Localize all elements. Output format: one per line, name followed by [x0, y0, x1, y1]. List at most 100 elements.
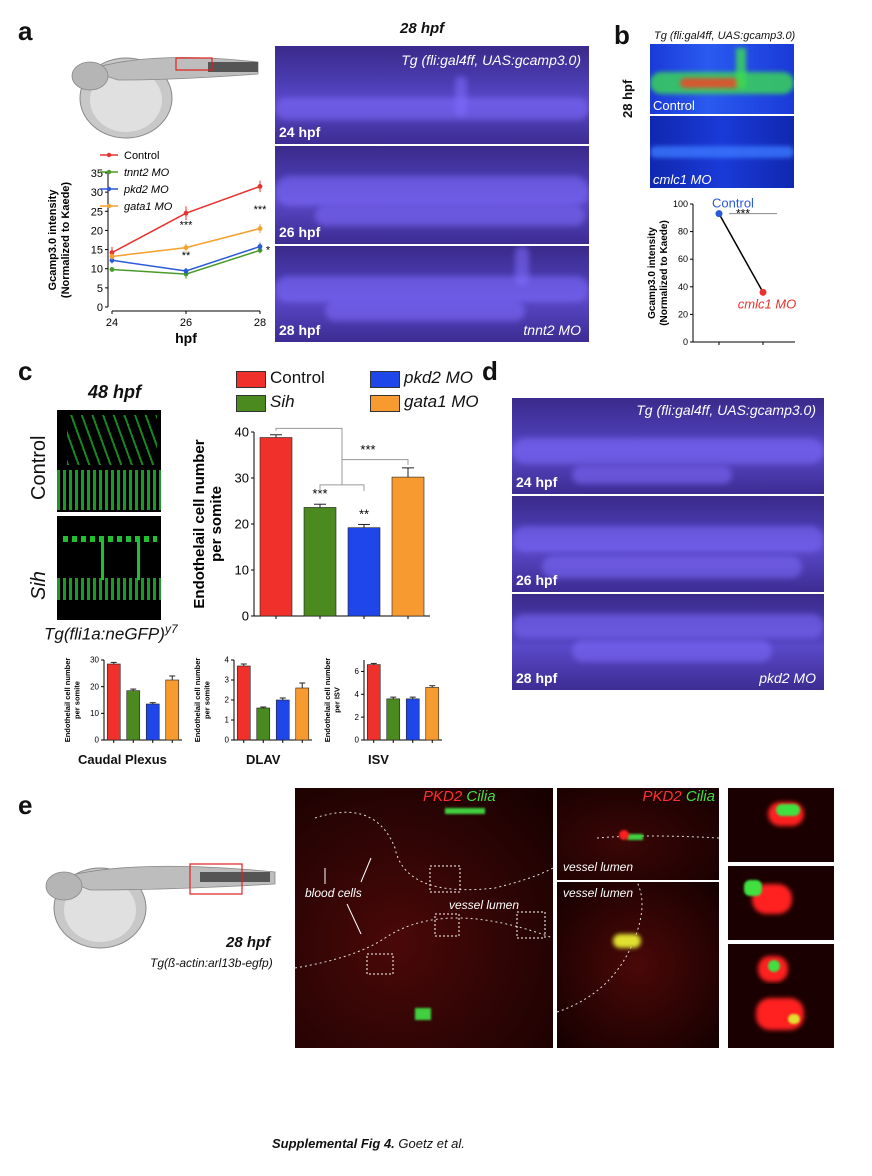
footer-caption: Supplemental Fig 4. Goetz et al. [272, 1136, 465, 1151]
y-tick-label: 30 [235, 470, 249, 485]
side-label-b: 28 hpf [620, 79, 635, 118]
y-tick-label: 0 [242, 608, 249, 623]
row-label-sih: Sih [28, 571, 50, 600]
image-a-26hpf: 26 hpf [275, 146, 589, 244]
transgene-text-c: Tg(fli1a:neGFP) [44, 624, 165, 644]
legend-label-gata1: gata1 MO [404, 392, 479, 411]
small-label-dlav: DLAV [246, 752, 281, 767]
panel-letter-b: b [614, 20, 630, 50]
footer-bold: Supplemental Fig 4. [272, 1136, 395, 1151]
bar-0 [236, 665, 251, 741]
chart-b-dot: 0 20 40 60 80 100 Gcamp3.0 intensity(Normalize… [647, 196, 797, 347]
image-a-24hpf: Tg (fli:gal4ff, UAS:gcamp3.0) 24 hpf [275, 46, 589, 144]
x-axis-label: hpf [175, 330, 197, 346]
transgene-label-b: Tg (fli:gal4ff, UAS:gcamp3.0) [654, 30, 796, 42]
image-c-sih [57, 516, 161, 620]
y-tick-label: 3 [225, 676, 230, 685]
image-d-26hpf: 26 hpf [512, 496, 824, 592]
bar-1 [386, 698, 401, 741]
y-tick-label: 10 [90, 709, 99, 718]
data-point [257, 226, 263, 231]
footer-rest: Goetz et al. [398, 1136, 465, 1151]
embryo-illustration-e [45, 863, 276, 949]
pkd2-label-e-2: PKD2 [642, 788, 682, 805]
transgene-label-d: Tg (fli:gal4ff, UAS:gcamp3.0) [636, 402, 816, 418]
bar-0 [106, 663, 121, 741]
image-d-24hpf: Tg (fli:gal4ff, UAS:gcamp3.0) 24 hpf [512, 398, 824, 494]
channel-labels-e-2: PKD2 Cilia [642, 788, 715, 805]
data-point [257, 184, 263, 189]
transgene-sup-c: y7 [164, 622, 178, 636]
cilia-label-e-2: Cilia [685, 788, 715, 805]
y-axis-label: Endothelail cell numberper ISV [323, 658, 342, 743]
blood-cells-label: blood cells [305, 886, 362, 900]
image-e-zoom-2: vessel lumen [557, 882, 719, 1048]
vessel-lumen-label-2: vessel lumen [563, 860, 634, 874]
y-tick-label: 1 [225, 716, 230, 725]
y-tick-label: 0 [683, 337, 688, 347]
vessel-lumen-label-3: vessel lumen [563, 886, 634, 900]
significance-label: *** [360, 442, 375, 457]
chart-c-main: 0 10 20 30 40 Endothelail cell numberper somi… [191, 424, 430, 623]
legend-c: Control pkd2 MO Sih gata1 MO [236, 368, 486, 412]
panel-letter-a: a [18, 16, 33, 46]
y-tick-label: 4 [355, 690, 360, 699]
significance-label: ** [182, 250, 191, 262]
lumen-outline-e-3 [557, 882, 643, 1013]
y-axis-label: Endothelail cell numberper somite [191, 439, 225, 608]
x-tick-label: 24 [106, 317, 118, 329]
significance-label: *** [254, 204, 268, 216]
y-tick-label: 0 [97, 302, 103, 314]
image-e-inset-4 [728, 984, 834, 1048]
y-tick-label: 40 [235, 424, 249, 439]
transgene-label-c: Tg(fli1a:neGFP)y7 [44, 622, 178, 645]
data-point [183, 268, 189, 274]
y-tick-label: 60 [678, 254, 688, 264]
image-e-inset-2 [728, 866, 834, 940]
bracket-control [275, 427, 343, 460]
y-tick-label: 10 [235, 562, 249, 577]
chart-c-caudal: 0 10 20 30 Endothelail cell numberper somite [63, 656, 182, 745]
y-tick-label: 15 [91, 245, 103, 257]
transgene-label-e: Tg(ß-actin:arl13b-egfp) [150, 956, 273, 970]
panel-a-header: 28 hpf [400, 20, 445, 37]
legend-label: tnnt2 MO [124, 167, 170, 179]
stage-label-e: 28 hpf [226, 934, 271, 951]
image-a-28hpf: 28 hpf tnnt2 MO [275, 246, 589, 342]
data-point [109, 257, 115, 263]
bar-2 [275, 699, 290, 741]
data-point [183, 210, 189, 216]
y-axis-label: Gcamp3.0 intensity(Normalized to Kaede) [647, 220, 670, 326]
bar-3 [165, 679, 180, 741]
panel-letter-c: c [18, 356, 33, 386]
legend-label-control: Control [270, 368, 325, 387]
chart-c-dlav: 0 1 2 3 4 Endothelail cell numberper somite [193, 656, 312, 745]
image-e-inset-1 [728, 788, 834, 862]
y-tick-label: 30 [90, 656, 99, 665]
image-e-main: PKD2 Cilia blood cells vessel lumen [295, 788, 553, 1048]
significance-label: *** [180, 220, 194, 232]
y-tick-label: 20 [678, 309, 688, 319]
frame-label-d-1: 24 hpf [516, 474, 558, 490]
image-b-label-2: cmlc1 MO [653, 172, 712, 187]
legend-swatch-sih [236, 395, 266, 412]
panel-c-header: 48 hpf [88, 382, 142, 402]
bar-1 [126, 690, 141, 741]
small-label-isv: ISV [368, 752, 389, 767]
cilia-label-e-1: Cilia [466, 788, 496, 805]
y-tick-label: 25 [91, 206, 103, 218]
legend-label: gata1 MO [124, 201, 173, 213]
y-tick-label: 80 [678, 227, 688, 237]
lumen-outline-e [295, 811, 553, 975]
category-label-cmlc1: cmlc1 MO [738, 296, 797, 311]
legend-label: Control [124, 150, 159, 162]
image-c-control [57, 410, 161, 512]
panel-letter-e: e [18, 790, 33, 820]
legend-label-sih: Sih [270, 392, 295, 411]
image-b-label-1: Control [653, 98, 695, 113]
y-tick-label: 10 [91, 264, 103, 276]
y-tick-label: 40 [678, 282, 688, 292]
transgene-label-a: Tg (fli:gal4ff, UAS:gcamp3.0) [401, 52, 581, 68]
y-tick-label: 20 [91, 225, 103, 237]
frame-corner-d: pkd2 MO [759, 670, 816, 686]
